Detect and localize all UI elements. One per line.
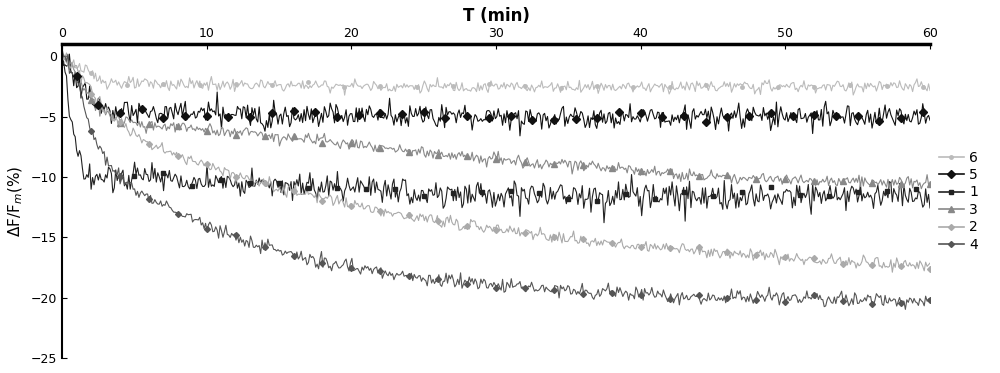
Y-axis label: $\Delta$F/F$_m$(%): $\Delta$F/F$_m$(%)	[7, 166, 25, 237]
Legend: 6, 5, 1, 3, 2, 4: 6, 5, 1, 3, 2, 4	[939, 151, 978, 252]
X-axis label: T (min): T (min)	[463, 7, 530, 25]
